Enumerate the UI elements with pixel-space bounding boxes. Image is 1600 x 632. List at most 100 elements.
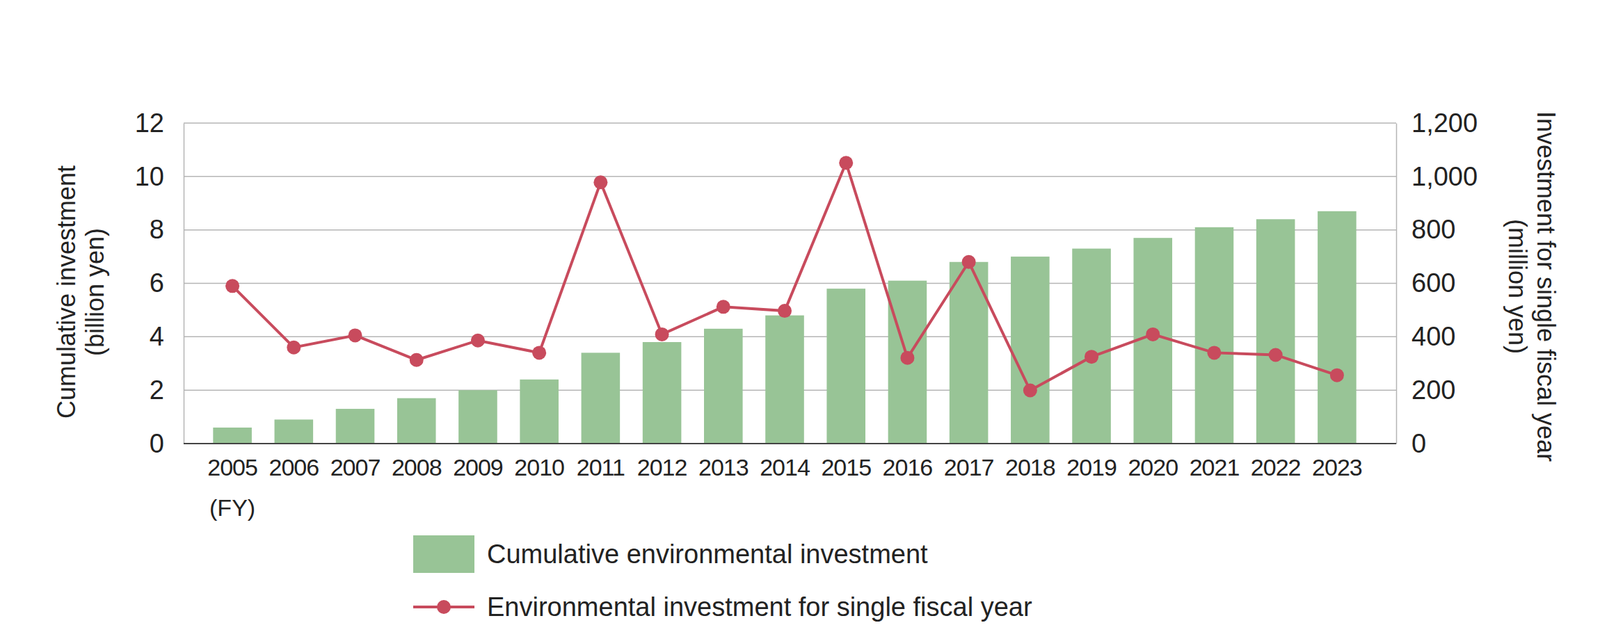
x-tick: 2012 <box>637 443 688 481</box>
marker <box>348 328 363 343</box>
bar <box>1317 211 1357 444</box>
y-tick-label: 8 <box>149 214 165 245</box>
x-tick: 2021 <box>1189 443 1240 481</box>
y-tick-label: 2 <box>149 375 165 405</box>
marker <box>900 351 915 366</box>
grid <box>183 123 1397 444</box>
chart: 02468101202004006008001,0001,20020052006… <box>0 0 1600 632</box>
y2-tick: 0 <box>1396 429 1427 459</box>
plot-area <box>212 155 1356 444</box>
x-tick: 2010 <box>514 443 565 481</box>
bar <box>212 427 252 444</box>
x-tick: 2014 <box>759 443 810 481</box>
bar <box>826 288 866 444</box>
y2-tick: 800 <box>1396 214 1456 245</box>
x-tick: 2013 <box>698 443 749 481</box>
x-tick-label: 2015 <box>820 454 871 481</box>
y2-axis-title-line: Investment for single fiscal year <box>1531 111 1561 462</box>
x-axis-title: (FY) <box>209 494 256 522</box>
y2-tick: 1,000 <box>1396 161 1478 191</box>
marker <box>1268 347 1283 362</box>
marker <box>716 299 731 314</box>
x-tick: 2008 <box>391 443 442 481</box>
bar <box>765 315 805 444</box>
y-tick: 4 <box>149 322 184 352</box>
bar <box>519 379 559 444</box>
marker <box>470 333 485 348</box>
x-tick: 2015 <box>820 443 871 481</box>
marker <box>1206 345 1221 360</box>
x-tick-label: 2009 <box>452 454 503 481</box>
bar <box>458 390 498 444</box>
marker <box>532 345 547 360</box>
y-tick: 8 <box>149 214 184 245</box>
x-tick-label: 2020 <box>1127 454 1178 481</box>
legend-swatch <box>413 535 475 574</box>
x-tick-label: 2017 <box>944 454 995 481</box>
x-tick-label: 2016 <box>882 454 933 481</box>
marker <box>286 340 301 355</box>
y-tick: 12 <box>134 108 184 138</box>
bar <box>1010 256 1050 444</box>
x-tick: 2019 <box>1066 443 1117 481</box>
marker <box>655 327 670 342</box>
y2-tick-label: 0 <box>1411 429 1427 459</box>
x-tick-label: 2008 <box>391 454 442 481</box>
x-tick: 2020 <box>1127 443 1178 481</box>
x-tick-label: 2007 <box>330 454 381 481</box>
y-tick: 0 <box>149 429 184 459</box>
grid-line <box>183 176 1397 178</box>
y-axis-title-line: (billion yen) <box>80 228 110 357</box>
y-tick: 6 <box>149 268 184 298</box>
x-tick: 2011 <box>576 443 625 481</box>
y-tick-label: 10 <box>134 161 165 191</box>
x-tick-label: 2018 <box>1005 454 1056 481</box>
y-tick: 2 <box>149 375 184 405</box>
x-tick: 2009 <box>452 443 503 481</box>
legend-label: Environmental investment for single fisc… <box>486 592 1033 622</box>
y2-tick-label: 800 <box>1411 214 1456 245</box>
grid-line <box>183 443 1397 445</box>
y2-tick-label: 400 <box>1411 322 1456 352</box>
x-tick-label: 2023 <box>1312 454 1363 481</box>
x-tick-label: 2005 <box>207 454 258 481</box>
bar <box>1072 249 1111 444</box>
legend-item: Environmental investment for single fisc… <box>413 592 1033 622</box>
y-axis-title-line: Cumulative investment <box>52 165 81 419</box>
line <box>232 162 1338 391</box>
legend-item: Cumulative environmental investment <box>413 535 928 574</box>
x-tick: 2023 <box>1312 443 1363 481</box>
bar <box>581 352 621 444</box>
marker <box>409 353 424 368</box>
y-axis-title: Cumulative investment(billion yen) <box>52 165 110 419</box>
x-tick-label: 2012 <box>637 454 688 481</box>
x-tick-label: 2010 <box>514 454 565 481</box>
bar <box>1256 219 1296 444</box>
marker <box>1145 327 1160 342</box>
y2-axis: 02004006008001,0001,200 <box>1396 108 1478 459</box>
x-tick: 2006 <box>268 443 319 481</box>
y-tick: 10 <box>134 161 184 191</box>
grid-line <box>183 122 1397 124</box>
marker <box>1330 368 1344 383</box>
marker <box>838 155 853 170</box>
x-tick-label: 2013 <box>698 454 749 481</box>
y-tick-label: 6 <box>149 268 165 298</box>
y2-tick-label: 1,200 <box>1411 108 1478 138</box>
legend: Cumulative environmental investment Envir… <box>413 535 1033 622</box>
y2-tick-label: 600 <box>1411 268 1456 298</box>
bar <box>704 329 743 444</box>
y2-tick: 600 <box>1396 268 1456 298</box>
bar <box>274 419 314 444</box>
y-tick-label: 4 <box>149 322 165 352</box>
y2-axis-title-line: (million yen) <box>1503 219 1532 355</box>
marker <box>1023 384 1038 398</box>
bar <box>397 398 437 444</box>
bar <box>1195 227 1235 444</box>
x-tick-label: 2021 <box>1189 454 1240 481</box>
y2-tick: 400 <box>1396 322 1456 352</box>
x-tick: 2022 <box>1250 443 1301 481</box>
x-tick-label: 2022 <box>1250 454 1301 481</box>
y-tick-label: 0 <box>149 429 165 459</box>
x-tick: 2007 <box>330 443 381 481</box>
